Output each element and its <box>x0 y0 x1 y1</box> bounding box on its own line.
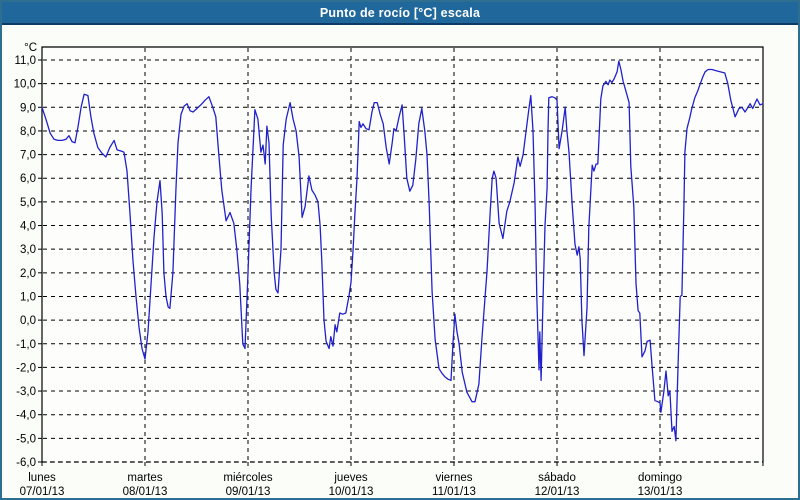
x-day-date-label: 09/01/13 <box>226 486 271 498</box>
x-day-name-label: jueves <box>333 472 367 484</box>
dew-point-line <box>41 60 764 442</box>
y-tick-label: 5,0 <box>20 197 36 209</box>
x-day-date-label: 08/01/13 <box>123 486 168 498</box>
x-day-name-label: viernes <box>435 472 472 484</box>
title-bar: Punto de rocío [°C] escala <box>2 2 798 25</box>
plot-frame <box>41 46 764 462</box>
x-day-name-label: miércoles <box>223 472 272 484</box>
y-tick-label: 6,0 <box>20 173 36 185</box>
x-day-date-label: 12/01/13 <box>535 486 580 498</box>
y-tick-label: 0,0 <box>20 315 36 327</box>
y-tick-label: -3,0 <box>16 386 36 398</box>
y-axis-unit-label: °C <box>24 42 37 54</box>
x-day-date-label: 07/01/13 <box>20 486 65 498</box>
x-day-name-label: martes <box>127 472 162 484</box>
x-day-name-label: domingo <box>638 472 682 484</box>
y-tick-label: -4,0 <box>16 410 36 422</box>
y-tick-label: 11,0 <box>14 55 36 67</box>
chart-title: Punto de rocío [°C] escala <box>319 5 481 20</box>
x-day-date-label: 11/01/13 <box>432 486 476 498</box>
y-tick-label: 4,0 <box>20 221 36 233</box>
x-day-name-label: sábado <box>538 472 576 484</box>
y-tick-label: -2,0 <box>16 362 36 374</box>
y-tick-label: 7,0 <box>20 150 36 162</box>
y-tick-label: 10,0 <box>14 79 36 91</box>
y-tick-label: -5,0 <box>16 433 36 445</box>
y-tick-label: -1,0 <box>16 339 36 351</box>
y-tick-label: 1,0 <box>20 291 36 303</box>
y-tick-label: -6,0 <box>16 457 36 469</box>
x-day-name-label: lunes <box>28 472 56 484</box>
x-day-date-label: 13/01/13 <box>638 486 683 498</box>
x-day-date-label: 10/01/13 <box>329 486 374 498</box>
y-tick-label: 9,0 <box>20 102 36 114</box>
y-tick-label: 2,0 <box>20 268 36 280</box>
y-tick-label: 8,0 <box>20 126 36 138</box>
y-tick-label: 3,0 <box>20 244 36 256</box>
